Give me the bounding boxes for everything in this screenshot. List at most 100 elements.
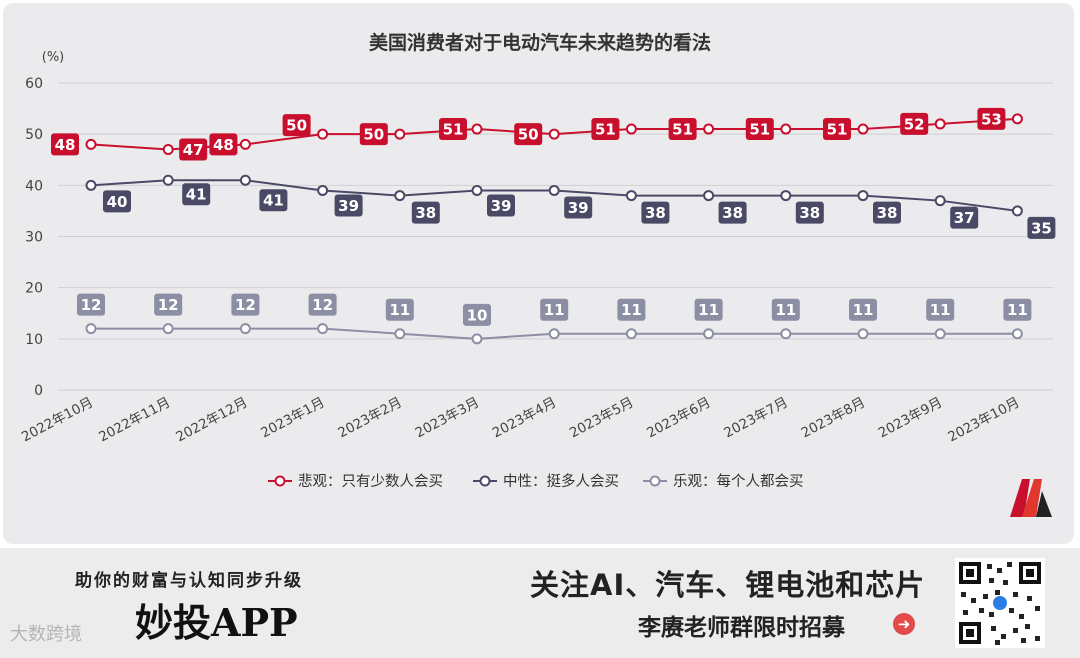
y-tick-label: 60 xyxy=(25,76,43,92)
data-label: 12 xyxy=(235,296,256,314)
data-label: 48 xyxy=(213,136,234,154)
data-point xyxy=(780,123,792,135)
data-point xyxy=(162,174,174,186)
legend-marker xyxy=(649,475,661,487)
data-label-box xyxy=(849,298,877,321)
data-label-box xyxy=(950,206,979,229)
data-label-box xyxy=(231,293,260,316)
data-label: 39 xyxy=(491,197,512,215)
data-point xyxy=(85,138,97,150)
x-tick-label: 2022年12月 xyxy=(173,394,250,445)
data-point xyxy=(317,323,329,335)
legend-marker xyxy=(274,475,286,487)
data-label: 39 xyxy=(568,199,589,217)
watermark-text: 大数跨境 xyxy=(10,624,82,645)
brand-logo xyxy=(1010,479,1052,517)
data-label: 11 xyxy=(544,301,565,319)
data-point xyxy=(857,328,869,340)
data-label: 48 xyxy=(55,136,76,154)
data-label: 51 xyxy=(749,121,770,139)
legend-marker xyxy=(479,475,491,487)
data-label: 11 xyxy=(930,301,951,319)
legend-label: 悲观：只有少数人会买 xyxy=(298,473,443,490)
data-point xyxy=(548,128,560,140)
data-label: 53 xyxy=(981,110,1002,128)
data-label: 51 xyxy=(595,121,616,139)
data-label-box xyxy=(359,123,388,146)
promo-banner[interactable]: 助你的财富与认知同步升级 妙投APP 大数跨境 关注AI、汽车、锂电池和芯片 李… xyxy=(0,548,1080,658)
data-label-box xyxy=(259,189,288,212)
x-tick-label: 2023年6月 xyxy=(644,394,713,441)
data-label: 51 xyxy=(443,121,464,139)
data-label-box xyxy=(51,133,79,156)
data-label-box xyxy=(617,298,646,321)
data-label-box xyxy=(1027,216,1056,239)
y-tick-label: 50 xyxy=(25,127,43,143)
arrow-right-icon[interactable]: ➜ xyxy=(893,613,915,635)
data-label: 35 xyxy=(1031,219,1052,237)
data-label-box xyxy=(463,303,491,326)
banner-app-name: 妙投APP xyxy=(135,600,298,645)
data-label-box xyxy=(718,201,747,224)
data-label-box xyxy=(308,293,337,316)
data-label-box xyxy=(282,114,311,137)
data-label-box xyxy=(209,133,238,156)
data-point xyxy=(934,118,946,130)
data-label-box xyxy=(103,190,131,213)
data-label-box xyxy=(334,194,363,217)
data-point xyxy=(162,144,174,156)
data-label-box xyxy=(900,112,929,135)
data-label-box xyxy=(564,196,593,219)
data-label: 51 xyxy=(827,121,848,139)
data-label: 50 xyxy=(518,126,539,144)
data-point xyxy=(625,328,637,340)
data-label-box xyxy=(411,201,440,224)
data-point xyxy=(934,195,946,207)
data-label: 11 xyxy=(1007,301,1028,319)
qr-code-icon[interactable] xyxy=(955,558,1045,648)
y-axis-unit: (%) xyxy=(42,50,65,65)
data-point xyxy=(1011,205,1023,217)
data-label-box xyxy=(873,201,901,224)
data-point xyxy=(85,179,97,191)
data-label-box xyxy=(977,107,1006,130)
data-label: 10 xyxy=(467,306,488,324)
data-point xyxy=(394,128,406,140)
data-label: 12 xyxy=(158,296,179,314)
x-tick-label: 2023年9月 xyxy=(876,394,945,441)
data-label: 12 xyxy=(312,296,333,314)
data-label-box xyxy=(439,118,467,141)
y-tick-label: 30 xyxy=(25,230,43,246)
data-label-box xyxy=(795,201,824,224)
data-point xyxy=(548,184,560,196)
y-tick-label: 0 xyxy=(34,383,43,399)
data-label: 47 xyxy=(183,141,204,159)
x-tick-label: 2023年7月 xyxy=(721,394,790,441)
data-label: 38 xyxy=(799,204,820,222)
data-label: 41 xyxy=(186,186,207,204)
banner-subline: 李赓老师群限时招募 xyxy=(638,615,845,641)
data-label-box xyxy=(823,118,851,141)
data-point xyxy=(625,190,637,202)
data-point xyxy=(394,328,406,340)
x-tick-label: 2023年8月 xyxy=(799,394,868,441)
data-label: 50 xyxy=(363,126,384,144)
data-label: 11 xyxy=(853,301,874,319)
data-point xyxy=(85,323,97,335)
data-label-box xyxy=(591,118,620,141)
data-label: 11 xyxy=(389,301,410,319)
x-tick-label: 2022年10月 xyxy=(19,394,96,445)
data-point xyxy=(780,190,792,202)
data-label: 41 xyxy=(263,192,284,210)
data-point xyxy=(934,328,946,340)
x-tick-label: 2023年3月 xyxy=(413,394,482,441)
data-label: 51 xyxy=(672,121,693,139)
chart-title: 美国消费者对于电动汽车未来趋势的看法 xyxy=(369,31,711,54)
x-tick-label: 2023年1月 xyxy=(258,394,327,441)
data-label: 38 xyxy=(415,204,436,222)
banner-headline: 关注AI、汽车、锂电池和芯片 xyxy=(530,568,926,602)
legend-label: 乐观：每个人都会买 xyxy=(673,473,804,490)
chart-card: 美国消费者对于电动汽车未来趋势的看法 (%) 0 10 20 30 40 50 60 202… xyxy=(3,3,1074,544)
data-point xyxy=(780,328,792,340)
data-point xyxy=(317,184,329,196)
